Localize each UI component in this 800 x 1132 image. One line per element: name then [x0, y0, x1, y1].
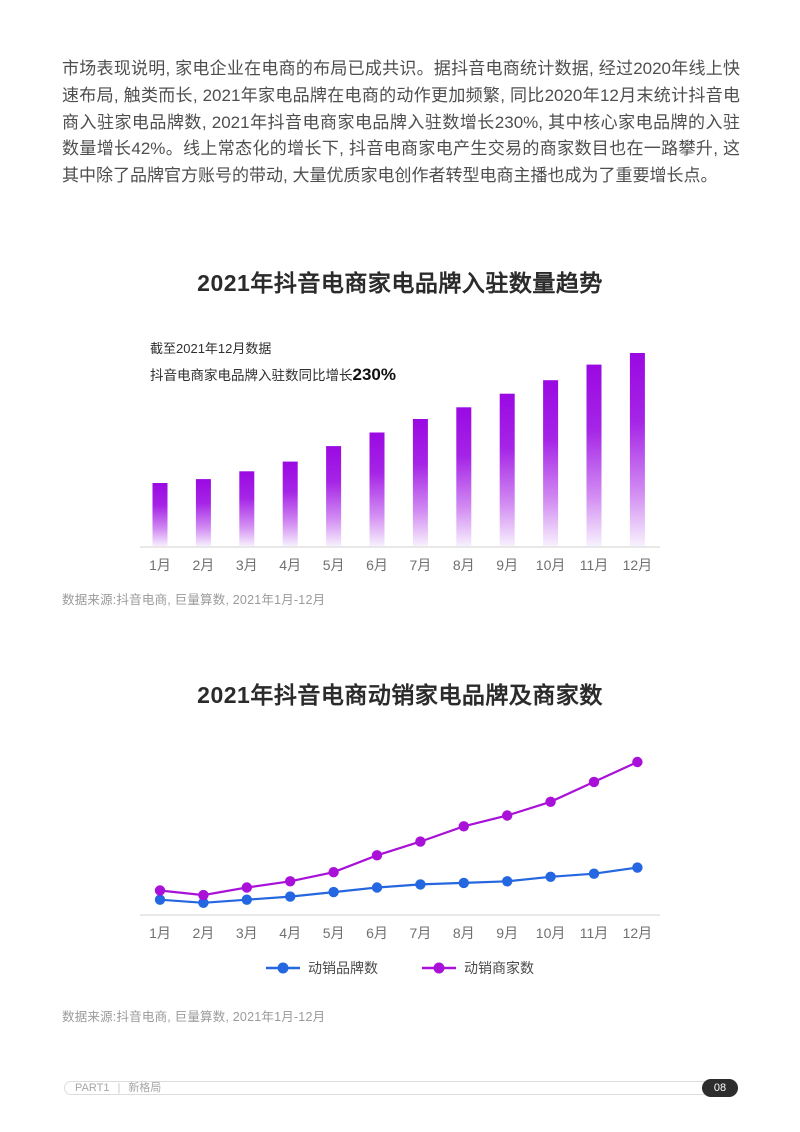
legend-marker-icon — [266, 962, 300, 974]
x-axis-label: 7月 — [410, 925, 432, 941]
page-number-badge: 08 — [702, 1079, 738, 1097]
footer-breadcrumb: PART1 | 新格局 — [75, 1082, 161, 1094]
bar — [239, 471, 255, 547]
x-axis-label: 10月 — [536, 557, 566, 573]
legend-item: 动销品牌数 — [266, 958, 378, 978]
data-point — [458, 877, 469, 889]
bar — [456, 407, 472, 547]
x-axis-label: 2月 — [193, 925, 215, 941]
x-axis-label: 8月 — [453, 925, 475, 941]
data-point — [285, 876, 296, 887]
annotation-date-line: 截至2021年12月数据 — [150, 341, 272, 356]
data-point — [241, 894, 252, 905]
x-axis-label: 9月 — [496, 557, 518, 573]
legend-dot — [277, 962, 289, 974]
bar-chart: 1月 2月 3月 4月 5月 6月 7月 8月 9月 10月 11月 12月 — [140, 353, 660, 573]
data-point — [371, 882, 383, 893]
x-axis-label: 5月 — [323, 925, 345, 941]
bar-chart-title: 2021年抖音电商家电品牌入驻数量趋势 — [197, 270, 603, 296]
x-axis-label: 1月 — [149, 557, 171, 573]
data-point — [241, 882, 252, 893]
x-axis-label: 5月 — [323, 557, 345, 573]
bar-chart-annotation: 截至2021年12月数据 抖音电商家电品牌入驻数同比增长230% — [150, 338, 396, 385]
data-point — [415, 836, 426, 847]
data-source-note-line-chart: 数据来源:抖音电商, 巨量算数, 2021年1月-12月 — [62, 1010, 326, 1024]
x-axis-label: 3月 — [236, 925, 258, 941]
x-axis-label: 8月 — [453, 557, 475, 573]
x-axis-label: 9月 — [496, 925, 518, 941]
bar — [282, 461, 298, 547]
data-point — [415, 879, 426, 890]
x-axis-label: 1月 — [149, 925, 171, 941]
annotation-growth-line: 抖音电商家电品牌入驻数同比增长230% — [150, 364, 396, 385]
footer-part-label: PART1 — [75, 1082, 110, 1094]
data-point — [502, 876, 513, 887]
x-axis-label: 10月 — [536, 925, 566, 941]
bar — [195, 479, 211, 547]
data-point — [632, 862, 643, 873]
footer-separator: | — [117, 1082, 121, 1094]
data-point — [328, 886, 339, 898]
x-axis-label: 11月 — [580, 557, 609, 573]
legend-dot — [433, 962, 445, 974]
data-point — [458, 821, 469, 832]
line-chart-title: 2021年抖音电商动销家电品牌及商家数 — [197, 682, 603, 708]
bar — [586, 364, 602, 547]
data-point — [198, 889, 209, 901]
x-axis-label: 12月 — [623, 557, 653, 573]
x-axis-label: 12月 — [623, 925, 653, 941]
x-axis-label: 6月 — [366, 557, 388, 573]
bar — [629, 353, 645, 547]
x-axis-label: 4月 — [279, 557, 301, 573]
legend-item: 动销商家数 — [422, 958, 534, 978]
intro-paragraph: 市场表现说明, 家电企业在电商的布局已成共识。据抖音电商统计数据, 经过2020… — [62, 59, 740, 186]
data-point — [588, 776, 600, 788]
series-line — [159, 761, 638, 897]
data-point — [545, 871, 556, 882]
data-point — [545, 796, 556, 807]
line-chart: 1月 2月 3月 4月 5月 6月 7月 8月 9月 10月 11月 12月 — [140, 756, 660, 941]
data-point — [154, 885, 166, 896]
bar — [412, 419, 428, 547]
x-axis-label: 11月 — [580, 925, 609, 941]
data-source-note-bar-chart: 数据来源:抖音电商, 巨量算数, 2021年1月-12月 — [62, 593, 326, 607]
data-point — [502, 810, 513, 821]
data-point — [632, 756, 643, 768]
data-point — [285, 891, 296, 902]
annotation-growth-value: 230% — [352, 365, 396, 384]
bar — [152, 483, 168, 547]
legend-marker-icon — [422, 962, 456, 974]
legend-label: 动销商家数 — [464, 960, 534, 976]
data-point — [328, 867, 339, 878]
series-line — [159, 866, 638, 904]
x-axis-label: 4月 — [279, 925, 301, 941]
legend-label: 动销品牌数 — [308, 960, 378, 976]
x-axis-label: 6月 — [366, 925, 388, 941]
bar — [543, 380, 559, 547]
x-axis-label: 7月 — [410, 557, 432, 573]
data-point — [154, 894, 166, 905]
data-point — [198, 897, 209, 908]
bar — [326, 446, 342, 547]
bar — [369, 432, 385, 547]
x-axis-label: 3月 — [236, 557, 258, 573]
bar — [499, 393, 515, 547]
line-chart-legend: 动销品牌数 动销商家数 — [0, 958, 800, 978]
data-point — [588, 868, 600, 879]
annotation-growth-text: 抖音电商家电品牌入驻数同比增长 — [150, 368, 353, 383]
data-point — [371, 850, 383, 861]
x-axis-label: 2月 — [193, 557, 215, 573]
footer-section-label: 新格局 — [128, 1082, 162, 1094]
footer-bar: PART1 | 新格局 08 — [64, 1079, 738, 1097]
